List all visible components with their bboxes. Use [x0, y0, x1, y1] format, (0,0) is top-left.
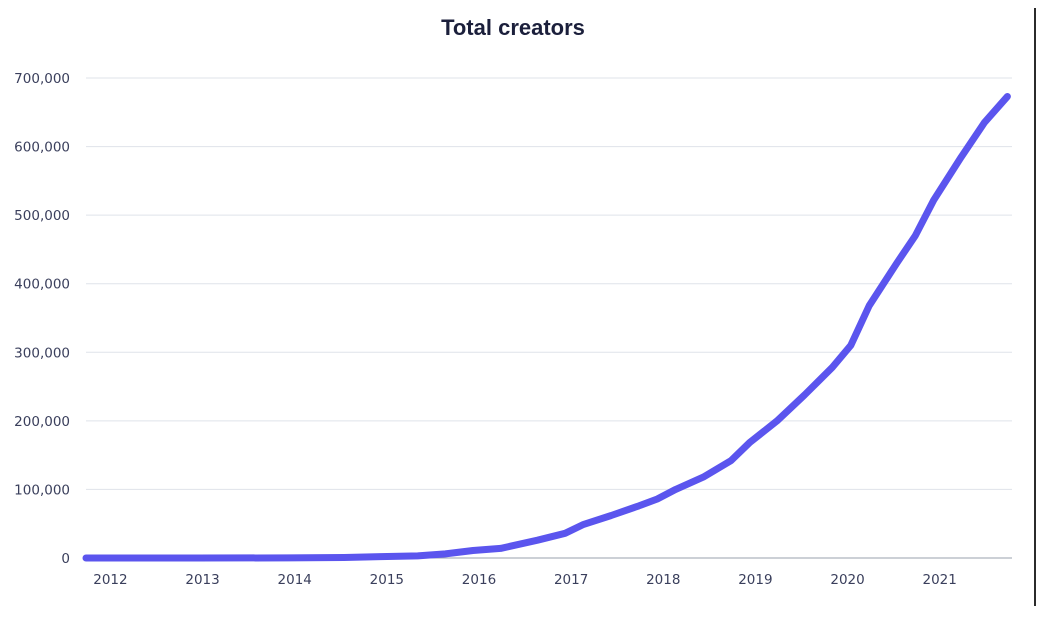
y-tick-label: 600,000 [14, 140, 70, 156]
x-tick-label: 2021 [923, 572, 957, 588]
y-tick-label: 100,000 [14, 482, 70, 498]
x-tick-label: 2013 [185, 572, 219, 588]
x-axis: 2012 2013 2014 2015 2016 2017 2018 2019 2020 2021 [86, 557, 1012, 588]
y-tick-label: 500,000 [14, 208, 70, 224]
gridlines [86, 77, 1012, 490]
x-tick-label: 2014 [278, 572, 312, 588]
x-tick-label: 2012 [93, 572, 127, 588]
y-axis: 0 100,000 200,000 300,000 400,000 500,000 600,… [14, 71, 70, 567]
x-tick-label: 2017 [554, 572, 588, 588]
y-tick-label: 300,000 [14, 345, 70, 361]
y-tick-label: 0 [61, 551, 70, 567]
series-line-0 [82, 93, 1011, 562]
x-tick-label: 2016 [462, 572, 496, 588]
y-tick-label: 200,000 [14, 414, 70, 430]
y-tick-label: 700,000 [14, 71, 70, 87]
y-tick-label: 400,000 [14, 277, 70, 293]
x-tick-label: 2019 [738, 572, 772, 588]
x-tick-label: 2015 [370, 572, 404, 588]
series-group [82, 93, 1011, 562]
x-tick-label: 2020 [830, 572, 864, 588]
chart-title: Total creators [441, 15, 585, 40]
x-tick-label: 2018 [646, 572, 680, 588]
